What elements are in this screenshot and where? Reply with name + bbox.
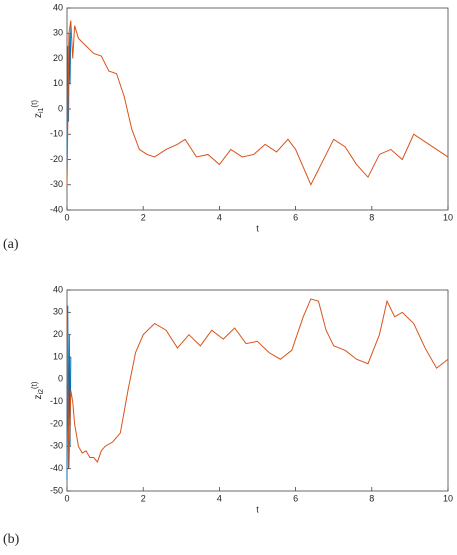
x-tick-label: 10 — [443, 212, 453, 222]
x-tick-label: 8 — [369, 493, 374, 503]
y-tick-label: -10 — [50, 129, 63, 139]
x-tick-label: 0 — [64, 212, 69, 222]
y-axis-label: zi1(t) — [30, 100, 45, 118]
y-tick-label: -50 — [50, 485, 63, 495]
y-tick-label: 20 — [53, 53, 63, 63]
y-label-subscript: i1 — [38, 107, 45, 113]
x-tick-label: 4 — [217, 212, 222, 222]
panel-label: (b) — [3, 532, 20, 547]
y-tick-label: -30 — [50, 179, 63, 189]
y-label-rest: (t) — [30, 381, 39, 389]
y-tick-label: 0 — [58, 103, 63, 113]
y-label-base: z — [33, 395, 44, 400]
y-tick-label: -20 — [50, 418, 63, 428]
plot-area — [66, 7, 449, 211]
y-tick-label: -40 — [50, 204, 63, 214]
y-tick-label: -20 — [50, 154, 63, 164]
x-axis-label: t — [256, 223, 259, 233]
x-axis-label: t — [256, 504, 259, 514]
x-tick-label: 2 — [141, 212, 146, 222]
panel-label: (a) — [3, 237, 19, 252]
x-tick-label: 6 — [293, 212, 298, 222]
y-tick-label: 30 — [53, 307, 63, 317]
x-tick-label: 6 — [293, 493, 298, 503]
x-tick-label: 4 — [217, 493, 222, 503]
y-tick-label: -10 — [50, 396, 63, 406]
y-tick-label: 20 — [53, 329, 63, 339]
y-tick-label: -30 — [50, 441, 63, 451]
y-tick-label: 10 — [53, 351, 63, 361]
x-tick-label: 0 — [64, 493, 69, 503]
y-tick-label: 40 — [53, 2, 63, 12]
plot-area — [66, 289, 449, 492]
y-label-base: z — [33, 113, 44, 118]
y-label-subscript: i2 — [38, 389, 45, 395]
y-tick-label: 30 — [53, 28, 63, 38]
y-tick-label: 0 — [58, 374, 63, 384]
x-tick-label: 2 — [141, 493, 146, 503]
y-tick-label: -40 — [50, 463, 63, 473]
y-tick-label: 10 — [53, 78, 63, 88]
data-line — [66, 20, 449, 186]
data-line — [66, 298, 449, 469]
x-tick-label: 10 — [443, 493, 453, 503]
y-axis-label: zi2(t) — [30, 381, 45, 399]
y-tick-label: 40 — [53, 284, 63, 294]
y-label-rest: (t) — [30, 100, 39, 108]
x-tick-label: 8 — [369, 212, 374, 222]
